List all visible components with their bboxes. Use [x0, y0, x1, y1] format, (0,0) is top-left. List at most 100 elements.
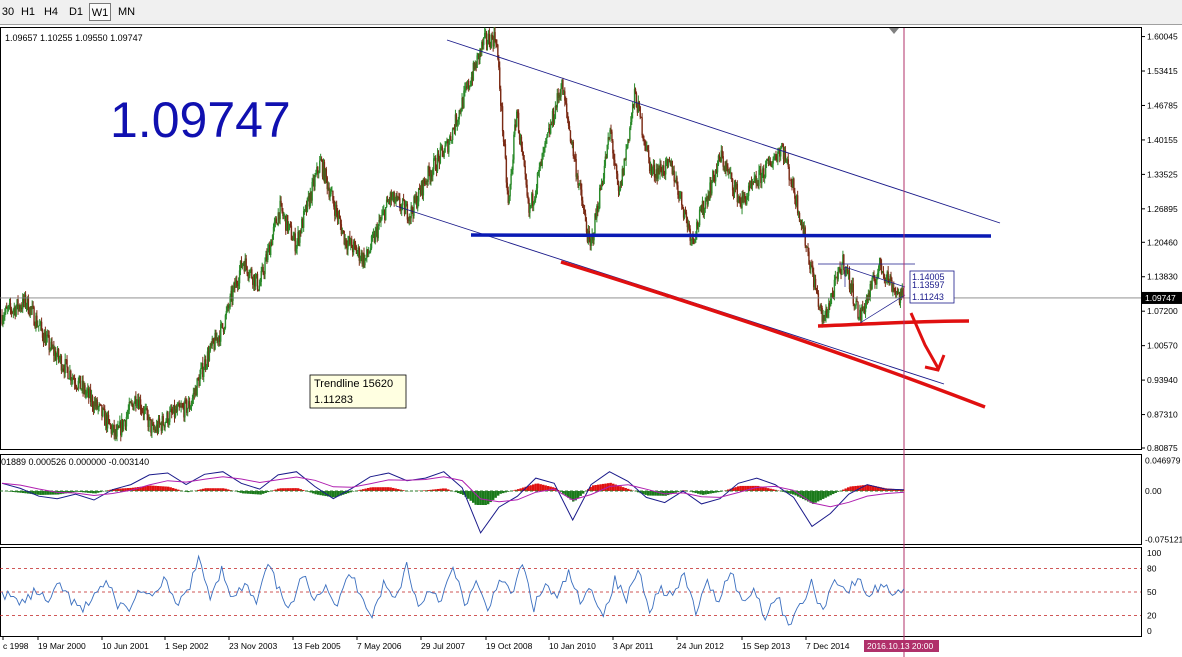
candle-body [806, 247, 808, 248]
candle-body [578, 184, 580, 186]
candle-body [502, 131, 505, 142]
candle-body [809, 264, 811, 270]
macd-histogram-bar [19, 491, 22, 493]
candle-body [693, 239, 695, 242]
current-price-label: 1.09747 [1145, 293, 1176, 303]
candle-body [316, 166, 318, 174]
candle-body [49, 348, 51, 350]
timeframe-button-30[interactable]: 30 [1, 6, 15, 18]
x-tick-label: 19 Mar 2000 [38, 641, 86, 651]
candle-body [75, 386, 78, 389]
candle-body [409, 216, 411, 219]
candle-body [446, 140, 448, 143]
candle-body [492, 38, 494, 47]
macd-histogram-bar [87, 491, 90, 493]
candle-body [328, 187, 330, 198]
candle-body [597, 206, 599, 212]
candle-body [196, 378, 198, 396]
candle-body [330, 191, 332, 195]
macd-tick-label: 0.00 [1145, 486, 1162, 496]
candle-body [274, 218, 277, 222]
timeframe-button-w1[interactable]: W1 [89, 3, 111, 21]
candle-body [148, 417, 150, 427]
candle-body [740, 202, 742, 209]
candle-body [481, 42, 483, 52]
level-label: 1.14005 [912, 272, 945, 282]
candle-body [538, 167, 541, 172]
macd-histogram-bar [782, 491, 785, 492]
red-arrow-head [924, 354, 946, 372]
macd-histogram-bar [374, 487, 377, 491]
candle-body [272, 226, 275, 235]
y-tick-label: 1.26895 [1147, 204, 1178, 214]
candle-body [690, 239, 692, 241]
candle-body [291, 239, 294, 241]
candle-body [376, 227, 378, 239]
x-tick-label: 23 Nov 2003 [229, 641, 277, 651]
macd-histogram-bar [309, 491, 312, 493]
macd-readout: 01889 0.000526 0.000000 -0.003140 [1, 457, 149, 467]
candle-body [607, 137, 609, 145]
timeframe-button-h1[interactable]: H1 [20, 6, 36, 18]
candle-body [849, 283, 852, 290]
candle-body [315, 173, 317, 177]
candle-body [665, 159, 668, 161]
candle-body [194, 387, 196, 394]
candle-body [40, 321, 43, 330]
candle-body [697, 222, 699, 227]
candle-body [451, 128, 454, 140]
candle-body [794, 192, 796, 199]
candle-body [741, 195, 743, 209]
macd-histogram-bar [857, 485, 860, 491]
macd-histogram-bar [612, 483, 615, 491]
timeframe-button-mn[interactable]: MN [117, 6, 136, 18]
macd-histogram-bar [49, 491, 52, 495]
candle-body [55, 351, 57, 361]
candle-body [174, 409, 177, 418]
candle-body [727, 166, 729, 173]
candle-body [289, 223, 292, 226]
candle-body [354, 243, 357, 248]
candle-body [534, 193, 537, 200]
candle-body [418, 188, 421, 190]
candle-body [801, 224, 804, 226]
macd-histogram-bar [39, 491, 42, 495]
candle-body [10, 308, 13, 313]
candle-body [500, 105, 503, 107]
candle-body [715, 169, 718, 173]
candle-body [243, 263, 245, 272]
candle-body [400, 208, 402, 211]
candle-body [719, 158, 722, 162]
candle-body [707, 194, 709, 205]
candle-body [568, 126, 571, 131]
macd-histogram-bar [487, 491, 490, 505]
candle-body [777, 151, 779, 162]
macd-histogram-bar [282, 488, 285, 491]
candle-body [671, 160, 673, 175]
candle-body [188, 401, 191, 410]
candle-body [16, 299, 18, 308]
candle-body [290, 225, 293, 240]
timeframe-button-h4[interactable]: H4 [43, 6, 59, 18]
timeframe-button-d1[interactable]: D1 [68, 6, 84, 18]
candle-body [543, 147, 545, 153]
candle-body [250, 269, 252, 271]
candle-body [522, 152, 525, 160]
x-tick-label: 10 Jan 2010 [549, 641, 596, 651]
candle-body [292, 237, 295, 241]
candle-body [203, 369, 205, 377]
candle-body [220, 324, 222, 342]
macd-histogram-bar [824, 491, 827, 498]
big-price-annotation: 1.09747 [110, 92, 291, 148]
candle-body [876, 277, 878, 285]
candle-body [484, 32, 487, 34]
candle-body [807, 247, 809, 252]
candle-body [31, 305, 33, 310]
candle-body [811, 265, 813, 267]
macd-histogram-bar [582, 491, 585, 494]
candle-body [717, 155, 720, 165]
candle-body [564, 91, 566, 101]
candle-body [170, 408, 173, 413]
candle-body [700, 208, 703, 213]
macd-histogram-bar [52, 491, 55, 495]
